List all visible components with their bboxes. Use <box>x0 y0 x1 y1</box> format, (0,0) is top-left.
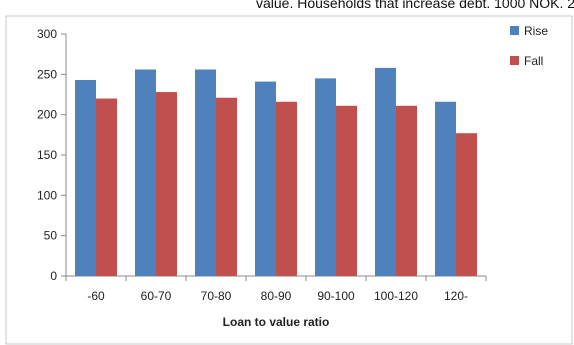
legend: Rise Fall <box>510 24 548 68</box>
x-tick-label: 70-80 <box>201 289 232 303</box>
bar-fall-2 <box>156 92 177 276</box>
chart-title: value. Households that increase debt. 10… <box>256 0 574 11</box>
bar-rise-5 <box>315 78 336 276</box>
legend-swatch-rise <box>510 26 519 35</box>
legend-label-fall: Fall <box>524 54 543 68</box>
chart-frame <box>5 15 573 345</box>
bar-rise-2 <box>135 69 156 276</box>
bar-rise-7 <box>435 101 456 276</box>
bar-rise-1 <box>75 79 96 276</box>
bar-fall-7 <box>456 133 477 276</box>
bar-rise-3 <box>195 69 216 276</box>
x-axis-title: Loan to value ratio <box>223 315 330 329</box>
x-tick-label: 80-90 <box>261 289 292 303</box>
bar-rise-6 <box>375 67 396 276</box>
x-axis-ticks: -60 60-70 70-80 80-90 90-100 100-120 120- <box>65 276 487 303</box>
bar-fall-1 <box>96 98 117 277</box>
x-tick-label: -60 <box>87 289 105 303</box>
bar-fall-6 <box>396 105 417 276</box>
y-tick-label: 50 <box>44 229 58 243</box>
y-tick-label: 150 <box>37 148 57 162</box>
bar-rise-4 <box>255 81 276 277</box>
x-tick-label: 90-100 <box>317 289 355 303</box>
x-tick-label: 60-70 <box>141 289 172 303</box>
y-tick-label: 200 <box>37 108 57 122</box>
bar-fall-5 <box>336 105 357 276</box>
y-tick-label: 0 <box>50 269 57 283</box>
legend-label-rise: Rise <box>524 24 548 38</box>
legend-swatch-fall <box>510 56 519 65</box>
x-tick-label: 120- <box>444 289 468 303</box>
bar-series-group <box>75 67 477 277</box>
x-tick-label: 100-120 <box>374 289 418 303</box>
bar-fall-3 <box>216 97 237 276</box>
bar-fall-4 <box>276 101 297 276</box>
y-axis-ticks: 0 50 100 150 200 250 300 <box>37 27 66 283</box>
y-tick-label: 300 <box>37 27 57 41</box>
y-tick-label: 100 <box>37 188 57 202</box>
y-tick-label: 250 <box>37 67 57 81</box>
